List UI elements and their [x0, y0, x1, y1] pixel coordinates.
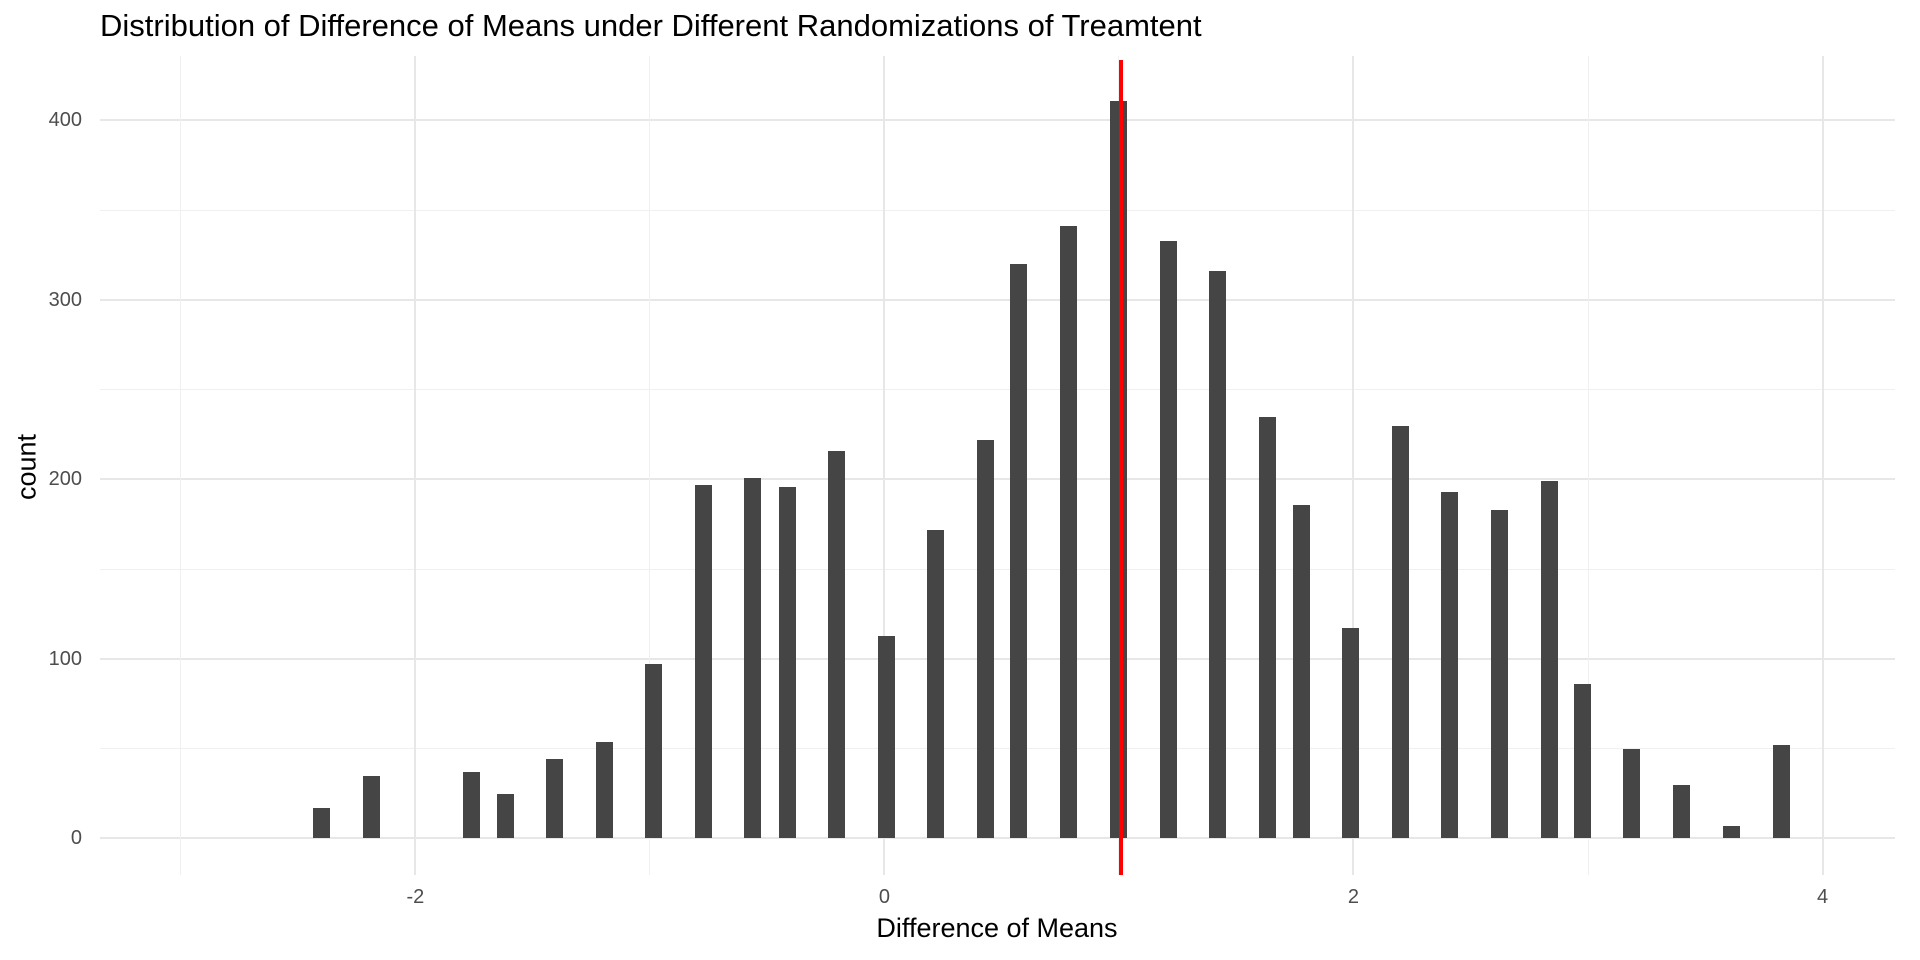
histogram-bar: [1673, 784, 1691, 839]
x-gridline-minor: [649, 56, 651, 875]
histogram-bar: [1772, 745, 1790, 839]
y-gridline-minor: [100, 389, 1895, 391]
histogram-bar: [1491, 509, 1509, 839]
histogram-bar: [496, 793, 514, 839]
y-tick-label: 100: [48, 647, 82, 670]
histogram-bar: [695, 484, 713, 839]
x-gridline-major: [1821, 56, 1824, 875]
histogram-bar: [313, 807, 331, 839]
y-tick-label: 400: [48, 109, 82, 132]
histogram-bar: [1391, 425, 1409, 839]
x-tick-label: 4: [1816, 886, 1829, 908]
histogram-bar: [362, 775, 380, 839]
histogram-bar: [1342, 628, 1360, 839]
x-gridline-minor: [1587, 56, 1589, 875]
histogram-bar: [595, 741, 613, 839]
x-gridline-minor: [180, 56, 182, 875]
y-gridline-major: [100, 298, 1895, 301]
histogram-bar: [779, 486, 797, 839]
chart-title: Distribution of Difference of Means unde…: [100, 8, 1202, 43]
histogram-bar: [1059, 226, 1077, 839]
y-tick-label: 300: [48, 288, 82, 311]
histogram-bar: [645, 664, 663, 839]
histogram-bar: [1259, 416, 1277, 839]
x-tick-label: 2: [1347, 886, 1360, 908]
x-gridline-major: [883, 56, 886, 875]
histogram-bar: [744, 477, 762, 839]
histogram-bar: [878, 635, 896, 839]
y-gridline-minor: [100, 209, 1895, 211]
histogram-bar: [1541, 481, 1559, 839]
histogram-bar: [976, 439, 994, 839]
plot-panel: [100, 56, 1895, 875]
histogram-bar: [1573, 684, 1591, 839]
x-tick-label: -2: [406, 886, 425, 908]
histogram-bar: [1292, 504, 1310, 839]
x-axis-title: Difference of Means: [876, 913, 1118, 943]
histogram-bar: [462, 772, 480, 839]
histogram-bar: [1010, 263, 1028, 839]
y-gridline-major: [100, 478, 1895, 481]
histogram-bar: [1160, 240, 1178, 839]
histogram-bar: [1623, 748, 1641, 839]
histogram-bar: [927, 529, 945, 839]
y-gridline-major: [100, 837, 1895, 840]
histogram-bar: [1723, 825, 1741, 839]
histogram-bar: [545, 759, 563, 839]
x-gridline-major: [414, 56, 417, 875]
y-gridline-major: [100, 119, 1895, 122]
x-tick-label: 0: [878, 886, 891, 908]
histogram-bar: [1209, 271, 1227, 839]
histogram-bar: [827, 450, 845, 839]
reference-vline: [1119, 60, 1123, 875]
y-gridline-minor: [100, 568, 1895, 570]
histogram-bar: [1441, 491, 1459, 839]
y-gridline-minor: [100, 748, 1895, 750]
y-tick-label: 0: [70, 827, 82, 850]
histogram-bar: [1110, 100, 1127, 839]
x-gridline-major: [1352, 56, 1355, 875]
y-gridline-major: [100, 657, 1895, 660]
y-tick-label: 200: [48, 468, 82, 491]
